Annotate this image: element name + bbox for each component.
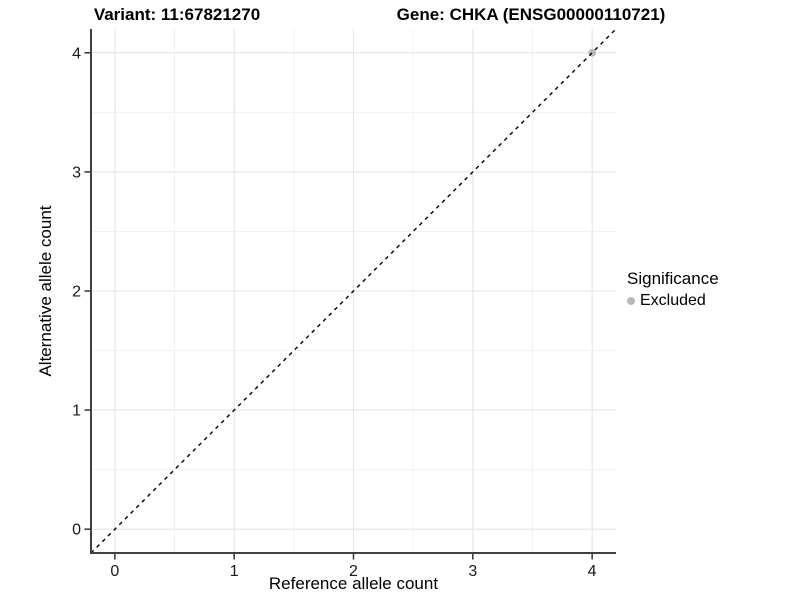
y-tick-label: 1 [72,403,81,420]
x-tick-label: 1 [230,563,239,580]
legend-title: Significance [627,269,719,288]
plot-title-gene: Gene: CHKA (ENSG00000110721) [396,5,666,24]
identity-line [90,28,617,554]
excluded-point-swatch-icon [627,297,635,305]
x-tick-label: 3 [468,563,477,580]
y-tick-label: 0 [72,522,81,539]
x-tick-label: 0 [110,563,119,580]
legend: Significance Excluded [627,269,719,310]
x-tick-label: 2 [349,563,358,580]
plot-title-variant: Variant: 11:67821270 [93,5,261,24]
x-axis-title: Reference allele count [268,574,439,593]
y-tick-label: 3 [72,164,81,181]
legend-item-label: Excluded [640,292,706,309]
y-axis-title: Alternative allele count [36,205,55,377]
legend-item-excluded: Excluded [627,292,719,310]
y-tick-label: 4 [72,45,81,62]
y-tick-label: 2 [72,284,81,301]
x-tick-label: 4 [588,563,597,580]
